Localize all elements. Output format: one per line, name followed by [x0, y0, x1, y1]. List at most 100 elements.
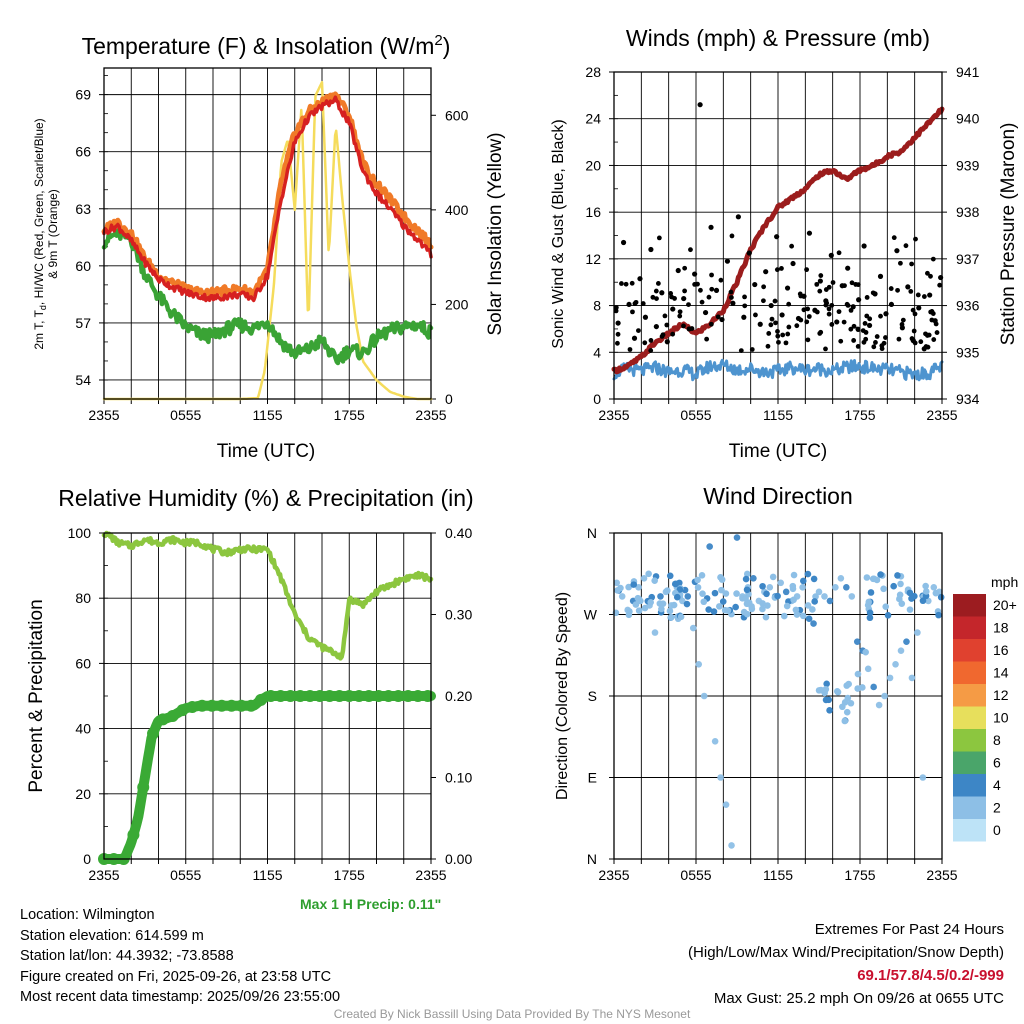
direction-point	[847, 699, 855, 707]
gust-point	[861, 243, 867, 249]
pressure-ytick-label: 936	[956, 298, 980, 314]
gust-point	[699, 299, 705, 305]
gust-point	[842, 283, 847, 289]
humidity-frame	[103, 532, 432, 860]
gust-point	[708, 224, 714, 230]
gust-point	[613, 305, 619, 310]
solar-ytick-label: 200	[445, 296, 469, 312]
gust-point	[780, 332, 786, 338]
gust-point	[785, 331, 791, 337]
solar-ytick-label: 0	[445, 391, 453, 407]
gust-point	[862, 320, 868, 326]
gust-point	[929, 309, 935, 314]
max-precip-note: Max 1 H Precip: 0.11"	[300, 896, 442, 912]
direction-point	[759, 582, 766, 590]
direction-point	[837, 574, 845, 582]
winds-title: Winds (mph) & Pressure (mb)	[626, 25, 930, 51]
direction-point	[925, 597, 932, 605]
gust-point	[824, 300, 830, 306]
direction-point	[743, 570, 751, 578]
direction-point	[810, 575, 818, 583]
temperature-xtick-label: 1755	[334, 407, 365, 423]
direction-point	[833, 688, 841, 695]
direction-point	[932, 589, 940, 597]
gust-point	[774, 234, 780, 240]
gust-point	[682, 288, 688, 294]
gust-point	[817, 288, 823, 294]
direction-frame	[613, 532, 943, 860]
gust-point	[735, 214, 741, 220]
direction-ytick-label: W	[584, 607, 598, 623]
direction-point	[764, 602, 771, 609]
gust-point	[654, 296, 659, 301]
winds-ytick-label: 8	[593, 298, 601, 314]
direction-point	[780, 612, 788, 620]
direction-xtick-label: 1755	[844, 867, 875, 883]
gust-point	[682, 265, 688, 271]
direction-point	[658, 605, 665, 613]
direction-ytick-label: E	[588, 770, 597, 786]
gust-point	[615, 331, 621, 337]
gust-point	[826, 306, 832, 312]
direction-point	[694, 576, 701, 584]
gust-point	[729, 233, 735, 239]
direction-point	[845, 680, 852, 688]
gust-point	[650, 294, 656, 300]
direction-point	[793, 611, 801, 618]
winds-ytick-label: 24	[585, 111, 601, 127]
direction-point	[862, 648, 869, 656]
colorbar-label: 2	[993, 800, 1001, 816]
direction-point	[799, 612, 807, 620]
gust-point	[829, 322, 835, 327]
gust-point	[630, 309, 635, 315]
colorbar-swatch	[953, 639, 986, 662]
gust-point	[615, 340, 620, 346]
direction-point	[613, 579, 621, 587]
direction-point	[843, 708, 851, 716]
gust-point	[772, 298, 778, 304]
colorbar-swatch	[953, 684, 986, 707]
temperature-xtick-label: 1155	[252, 407, 282, 423]
gust-point	[915, 292, 921, 298]
precip-point	[323, 690, 336, 702]
gust-point	[632, 301, 638, 306]
gust-point	[768, 302, 774, 309]
gust-point	[692, 282, 698, 287]
direction-point	[732, 603, 739, 611]
direction-point	[804, 570, 812, 578]
gust-point	[805, 337, 811, 343]
gust-point	[623, 281, 629, 287]
direction-point	[657, 593, 664, 600]
direction-point	[699, 590, 706, 597]
pressure-ytick-label: 938	[956, 204, 980, 220]
precip-point	[392, 690, 405, 702]
direction-point	[853, 638, 861, 645]
gust-point	[848, 307, 854, 313]
direction-point	[743, 586, 751, 594]
direction-panel: Wind Direction Direction (Colored By Spe…	[554, 483, 1018, 883]
direction-point	[922, 588, 930, 595]
winds-xlabel: Time (UTC)	[729, 441, 828, 462]
direction-xtick-label: 2355	[926, 867, 957, 883]
gust-point	[668, 291, 674, 296]
gust-point	[874, 334, 880, 339]
winds-xtick-label: 0555	[680, 407, 711, 423]
gust-point	[864, 313, 870, 319]
gust-point	[931, 337, 937, 342]
extremes-title: Extremes For Past 24 Hours	[814, 921, 1004, 938]
direction-point	[903, 638, 910, 645]
humidity-xtick-label: 1155	[252, 867, 282, 883]
direction-point	[721, 606, 729, 614]
sonic-wind-series-line	[612, 358, 944, 382]
direction-point	[859, 684, 866, 691]
gust-point	[805, 306, 811, 312]
direction-point	[906, 589, 914, 597]
gust-point	[774, 267, 780, 273]
direction-point	[769, 573, 777, 581]
gust-point	[742, 303, 748, 309]
gust-point	[826, 284, 832, 290]
direction-point	[676, 586, 684, 593]
temperature-xtick-label: 0555	[170, 407, 201, 423]
colorbar-swatch	[953, 751, 986, 774]
gust-point	[779, 312, 785, 318]
